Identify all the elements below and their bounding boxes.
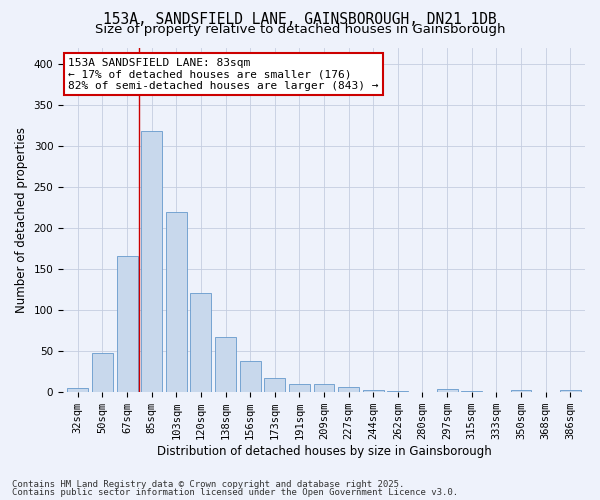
Bar [289,384,310,392]
Bar [314,384,334,392]
Bar [67,388,88,392]
Bar [190,294,211,392]
Bar [437,390,458,392]
Text: Contains HM Land Registry data © Crown copyright and database right 2025.: Contains HM Land Registry data © Crown c… [12,480,404,489]
Bar [265,378,285,392]
X-axis label: Distribution of detached houses by size in Gainsborough: Distribution of detached houses by size … [157,444,491,458]
Bar [166,212,187,392]
Bar [388,391,409,392]
Text: 153A, SANDSFIELD LANE, GAINSBOROUGH, DN21 1DB: 153A, SANDSFIELD LANE, GAINSBOROUGH, DN2… [103,12,497,28]
Bar [141,131,162,392]
Bar [560,390,581,392]
Bar [338,387,359,392]
Y-axis label: Number of detached properties: Number of detached properties [15,126,28,312]
Bar [363,390,384,392]
Text: Size of property relative to detached houses in Gainsborough: Size of property relative to detached ho… [95,22,505,36]
Bar [239,362,260,392]
Bar [215,337,236,392]
Bar [92,353,113,392]
Bar [511,390,532,392]
Text: Contains public sector information licensed under the Open Government Licence v3: Contains public sector information licen… [12,488,458,497]
Bar [116,256,137,392]
Bar [461,391,482,392]
Text: 153A SANDSFIELD LANE: 83sqm
← 17% of detached houses are smaller (176)
82% of se: 153A SANDSFIELD LANE: 83sqm ← 17% of det… [68,58,379,91]
